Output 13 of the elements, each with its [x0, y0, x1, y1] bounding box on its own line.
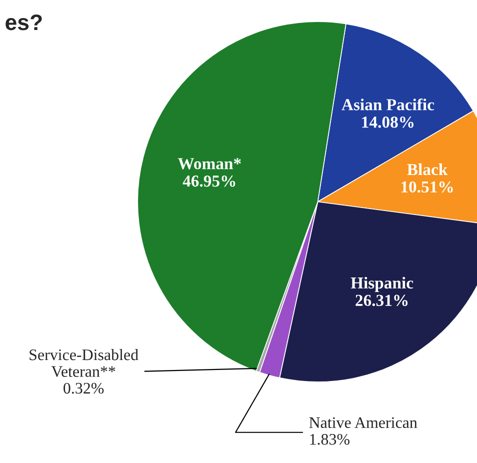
data-label: 1.83% [310, 434, 350, 445]
data-label: 0.32% [64, 382, 104, 394]
data-label: 14.08% [362, 116, 414, 128]
slice-label: Black [407, 163, 448, 176]
chart-title: es? [6, 14, 42, 30]
slice-label: Service-Disabled Veteran** [30, 348, 138, 378]
data-label: 26.31% [356, 294, 408, 306]
slice-label: Hispanic [350, 276, 414, 292]
data-label: 46.95% [182, 175, 236, 187]
slice-label: Native American [309, 417, 418, 428]
data-label: 10.51% [402, 181, 453, 193]
slice-label: Woman* [178, 158, 241, 170]
slice-label: Asian Pacific [342, 98, 434, 110]
